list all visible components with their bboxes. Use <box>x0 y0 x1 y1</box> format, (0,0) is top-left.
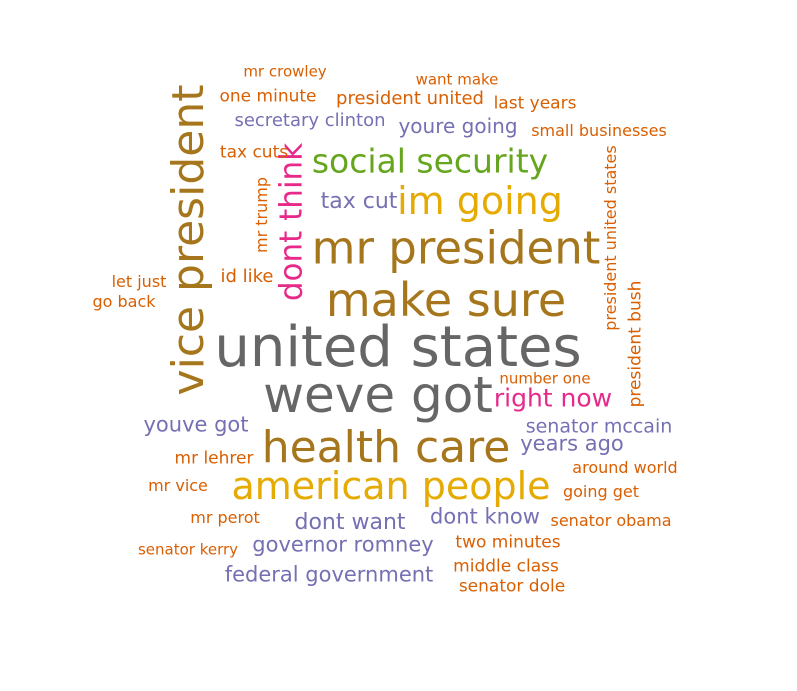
word-senator-mccain: senator mccain <box>525 415 673 438</box>
word-mr-trump: mr trump <box>252 177 271 253</box>
word-small-businesses: small businesses <box>531 121 667 140</box>
word-president-united-states: president united states <box>601 145 620 331</box>
word-want-make: want make <box>415 70 499 89</box>
word-senator-dole: senator dole <box>458 576 566 597</box>
word-right-now: right now <box>493 383 613 413</box>
word-weve-got: weve got <box>263 366 493 424</box>
word-mr-lehrer: mr lehrer <box>174 448 254 469</box>
word-make-sure: make sure <box>325 273 567 327</box>
word-last-years: last years <box>493 93 577 114</box>
word-senator-obama: senator obama <box>550 511 672 530</box>
word-governor-romney: governor romney <box>252 532 434 557</box>
word-health-care: health care <box>261 422 511 473</box>
word-mr-crowley: mr crowley <box>243 62 327 81</box>
word-dont-know: dont know <box>430 504 540 529</box>
word-one-minute: one minute <box>219 86 317 107</box>
word-social-security: social security <box>311 141 549 181</box>
word-senator-kerry: senator kerry <box>137 540 239 559</box>
word-secretary-clinton: secretary clinton <box>234 110 386 131</box>
word-around-world: around world <box>572 458 678 477</box>
word-federal-government: federal government <box>224 562 434 587</box>
word-dont-want: dont want <box>294 510 406 535</box>
word-united-states: united states <box>214 315 582 380</box>
word-youve-got: youve got <box>143 412 249 437</box>
word-mr-president: mr president <box>311 221 601 275</box>
word-american-people: american people <box>231 464 551 508</box>
word-id-like: id like <box>220 266 274 287</box>
word-tax-cut: tax cut <box>320 189 398 214</box>
word-years-ago: years ago <box>520 431 624 456</box>
word-going-get: going get <box>562 482 640 501</box>
word-president-bush: president bush <box>625 280 646 408</box>
word-dont-think: dont think <box>273 142 310 302</box>
word-let-just: let just <box>111 272 167 291</box>
word-im-going: im going <box>397 179 563 223</box>
word-go-back: go back <box>92 292 156 311</box>
word-middle-class: middle class <box>453 556 559 577</box>
word-mr-vice: mr vice <box>148 476 208 495</box>
word-two-minutes: two minutes <box>455 532 561 553</box>
word-youre-going: youre going <box>398 114 518 138</box>
word-tax-cuts: tax cuts <box>219 142 289 163</box>
word-president-united: president united <box>336 88 484 109</box>
word-vice-president: vice president <box>163 84 214 396</box>
word-mr-perot: mr perot <box>190 508 260 527</box>
word-number-one: number one <box>499 369 591 388</box>
